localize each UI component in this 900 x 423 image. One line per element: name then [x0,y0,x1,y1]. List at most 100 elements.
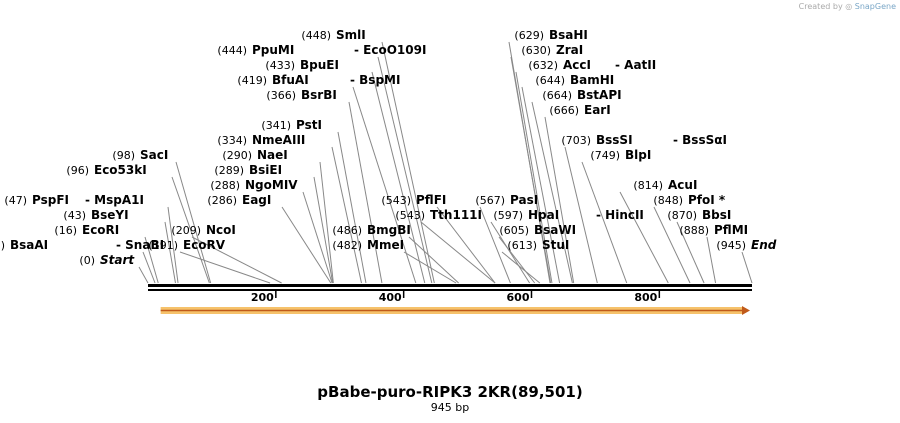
site-name: BsaWI [534,223,576,237]
site-ecori[interactable]: (16) EcoRI [54,223,119,237]
site-acci[interactable]: (632) AccI - AatII [528,58,656,72]
site-name-secondary: - EcoO109I [354,43,426,57]
sequence-length: 945 bp [430,401,470,414]
site-leader [319,161,334,284]
site-bsiei[interactable]: (289) BsiEI [214,163,282,177]
site-name: Tth111I [430,208,482,222]
site-name: BsiEI [249,163,282,177]
site-leader [510,56,552,284]
site-position: (543) [395,209,425,222]
site-bpuei[interactable]: (433) BpuEI [265,58,339,72]
site-start[interactable]: (0) Start [79,253,135,267]
site-position: (486) [332,224,362,237]
feature-arrow[interactable] [160,306,750,315]
site-tth111i[interactable]: (543) Tth111I [395,208,482,222]
site-smli[interactable]: (448) SmlI [301,28,365,42]
site-name: PspFI [32,193,69,207]
site-saci[interactable]: (98) SacI [112,148,168,162]
site-name: PfoI * [688,193,726,207]
site-leader [564,146,598,284]
site-name-secondary: - AatII [615,58,656,72]
site-psti[interactable]: (341) PstI [261,118,322,132]
site-name: EagI [242,193,271,207]
site-name: Start [100,253,135,267]
site-leader [408,236,459,284]
site-leader [544,116,575,284]
site-pfoi[interactable]: (848) PfoI * [653,193,725,207]
site-position: (632) [528,59,558,72]
site-name: PasI [510,193,538,207]
site-bamhi[interactable]: (644) BamHI [535,73,614,87]
site-zrai[interactable]: (630) ZraI [521,43,583,57]
site-position: (664) [542,89,572,102]
site-eari[interactable]: (666) EarI [549,103,610,117]
site-naei[interactable]: (290) NaeI [222,148,287,162]
site-pspfi[interactable]: (47) PspFI - MspA1I [4,193,144,207]
site-name: PflFI [416,193,446,207]
site-position: (613) [507,239,537,252]
site-leader [179,251,271,284]
credit-prefix: Created by [798,2,843,11]
site-leader [302,191,333,284]
site-leader [167,206,179,284]
site-name: BsaHI [549,28,588,42]
site-leader [420,221,496,284]
site-name: EcoRI [82,223,119,237]
site-bsaai[interactable]: (11) BsaAI - SnaBI [0,238,164,252]
site-nmeaiii[interactable]: (334) NmeAIII [217,133,305,147]
site-name: BfuAI [272,73,309,87]
site-leader [352,86,417,284]
site-mmei[interactable]: (482) MmeI [332,238,404,252]
site-bsrbi[interactable]: (366) BsrBI [266,88,336,102]
site-stui[interactable]: (613) StuI [507,238,569,252]
site-name: Eco53kI [94,163,147,177]
site-leader [436,206,496,284]
site-leader [377,56,433,284]
backbone-strand-top [148,284,752,287]
site-position: (419) [237,74,267,87]
site-name-secondary: - SnaBI [116,238,164,252]
site-position: (597) [493,209,523,222]
site-bbsi[interactable]: (870) BbsI [667,208,731,222]
site-ncoi[interactable]: (209) NcoI [171,223,235,237]
site-name: End [751,238,777,252]
site-leader [138,266,149,284]
site-position: (191) [148,239,178,252]
site-bsssi[interactable]: (703) BssSI - BssSαI [561,133,727,147]
site-pflmi[interactable]: (888) PflMI [679,223,748,237]
site-leader [371,71,426,284]
snapgene-logo-icon: ◎ [845,2,853,11]
site-ppumi[interactable]: (444) PpuMI - EcoO109I [217,43,426,57]
site-position: (644) [535,74,565,87]
site-blpi[interactable]: (749) BlpI [590,148,651,162]
site-bmgbi[interactable]: (486) BmgBI [332,223,410,237]
site-position: (945) [716,239,746,252]
site-position: (288) [210,179,240,192]
site-name: BsrBI [301,88,337,102]
site-position: (848) [653,194,683,207]
site-bseyi[interactable]: (43) BseYI [63,208,128,222]
site-end[interactable]: (945) End [716,238,776,252]
site-bsahi[interactable]: (629) BsaHI [514,28,588,42]
site-leader [337,131,367,284]
site-hpai[interactable]: (597) HpaI - HincII [493,208,644,222]
site-eagi[interactable]: (286) EagI [207,193,271,207]
site-position: (567) [475,194,505,207]
site-pasi[interactable]: (567) PasI [475,193,538,207]
site-ngomiv[interactable]: (288) NgoMIV [210,178,298,192]
site-position: (341) [261,119,291,132]
site-position: (366) [266,89,296,102]
site-bstapi[interactable]: (664) BstAPI [542,88,621,102]
site-bsawi[interactable]: (605) BsaWI [499,223,576,237]
site-name: BstAPI [577,88,622,102]
site-pflfi[interactable]: (543) PflFI [381,193,446,207]
site-acui[interactable]: (814) AcuI [633,178,697,192]
site-position: (543) [381,194,411,207]
site-eco53ki[interactable]: (96) Eco53kI [66,163,146,177]
site-bfuai[interactable]: (419) BfuAI - BspMI [237,73,400,87]
backbone-strand-bottom [148,289,752,291]
site-leader [531,101,573,284]
site-ecorv[interactable]: (191) EcoRV [148,238,225,252]
ruler-ticks: 200 400 600 800 [251,290,661,304]
site-position: (289) [214,164,244,177]
